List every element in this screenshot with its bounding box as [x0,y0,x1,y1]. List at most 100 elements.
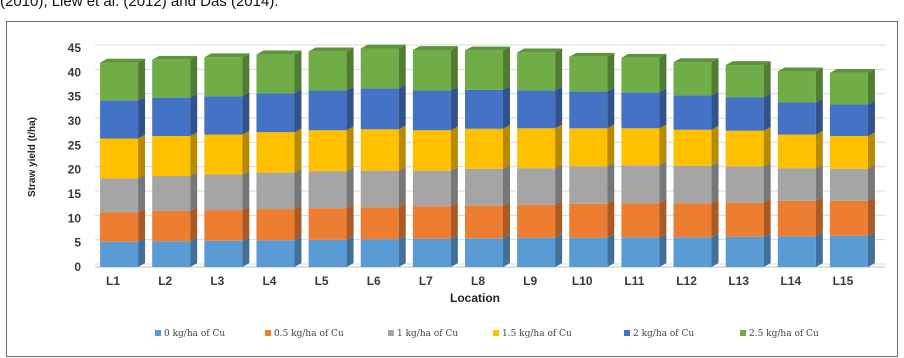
bar-segment [204,210,243,241]
bar-stack-l2 [152,55,198,267]
bar-segment-side [659,161,667,204]
bar-segment [360,88,399,130]
bar-segment [412,49,451,91]
bar-segment-side [294,128,302,173]
bar-top-face [777,67,823,72]
bar-segment-side [763,198,771,237]
bar-segment-side [450,202,458,239]
legend-item: 0 kg/ha of Cu [155,329,225,339]
bar-segment-side [242,130,250,175]
bar-stack-l11 [621,53,667,267]
y-tick-label: 20 [68,163,82,177]
bar-segment-side [450,86,458,131]
bar-segment-side [138,208,146,242]
bar-segment-side [450,126,458,171]
bar-segment [360,207,399,240]
bar-segment-side [190,172,198,212]
bar-segment [308,51,347,91]
bar-segment [777,236,816,267]
legend-swatch [265,330,271,336]
bar-segment-side [450,234,458,267]
bar-segment [308,130,347,172]
bar-segment-side [503,164,510,206]
bar-segment-side [763,232,771,267]
bar-stack-l14 [777,67,823,267]
bar-top-face [152,55,198,60]
bar-segment [777,168,816,201]
x-tick-label: L4 [262,274,276,288]
bar-segment-side [815,196,823,237]
bar-segment [152,59,191,98]
bar-segment [100,241,139,267]
bar-segment-side [659,53,667,93]
y-tick-label: 0 [74,260,81,274]
bar-segment-side [190,207,198,242]
bar-segment [569,166,608,204]
bar-segment-side [138,174,146,213]
x-tick-label: L8 [471,274,485,288]
bar-segment [569,203,608,238]
bar-segment-side [346,235,354,267]
bar-segment-side [555,233,563,267]
bar-segment [621,57,660,93]
bar-segment [152,97,191,137]
bar-top-face [569,52,615,57]
bar-segment-side [294,236,302,267]
legend-item: 1.5 kg/ha of Cu [493,329,572,339]
bar-segment [100,212,139,242]
bar-top-face [465,46,510,51]
bar-segment [725,202,764,237]
bar-segment-side [398,125,406,171]
bar-segment-side [711,125,719,166]
bar-segment [465,50,503,90]
y-tick-label: 35 [68,90,82,104]
bar-segment-side [659,233,667,267]
bar-segment [100,62,139,101]
bar-segment [256,240,295,267]
y-tick-label: 30 [68,114,82,128]
stacked-bar-chart: 0 5 10 15 20 25 30 35 40 45 L1 L2 L3 L4 L5 L6 L7 L8 L9 L10… [27,41,885,339]
bar-segment-side [815,232,823,267]
bar-stack-l15 [829,68,875,267]
bar-segment [673,62,712,96]
bar-segment [621,128,660,166]
bar-segment [360,48,399,89]
bar-segment [517,168,556,205]
bar-segment [673,237,712,267]
x-tick-label: L14 [780,274,801,288]
bar-segment [673,165,712,204]
bar-segment [725,65,764,98]
bar-segment-side [659,199,667,238]
y-axis-title: Straw yield (t/ha) [27,117,38,197]
bar-segment [256,132,295,173]
bar-segment [725,97,764,131]
bar-segment-side [607,124,615,167]
bar-segment [100,138,139,179]
bar-segment [517,128,556,169]
bar-segment [829,200,868,236]
bar-segment-side [138,96,146,139]
bar-segment-side [346,126,354,172]
bar-segment [517,52,556,91]
bar-segment [152,241,191,267]
x-tick-label: L13 [728,274,749,288]
bar-segment-side [190,55,198,98]
bar-segment-side [607,52,615,92]
bar-segment-side [138,237,146,267]
bar-top-face [621,53,667,58]
bar-segment-side [711,233,719,267]
bar-stack-l1 [100,58,146,267]
legend-label: 2 kg/ha of Cu [633,329,694,339]
bar-stack-l6 [360,44,406,267]
legend-item: 2.5 kg/ha of Cu [740,329,819,339]
source-caption: (2010), Liew et al. (2012) and Das (2014… [0,0,279,10]
bar-segment [412,90,451,131]
bar-segment-side [867,164,875,201]
bar-segment-side [242,53,250,97]
bar-segment-side [503,234,510,267]
bar-top-face [308,47,354,52]
bar-segment-side [763,162,771,203]
bar-segment [100,178,139,213]
bar-top-face [673,58,719,63]
bar-segment [777,200,816,237]
